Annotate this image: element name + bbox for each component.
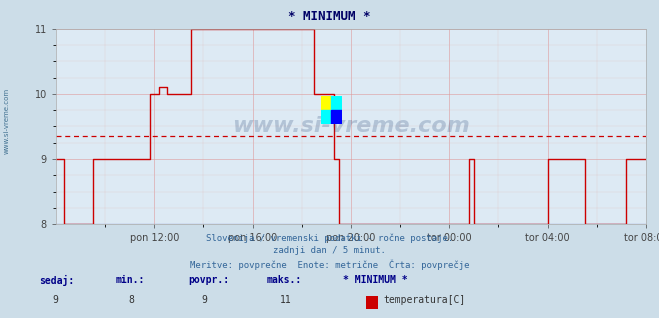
Text: temperatura[C]: temperatura[C] <box>384 295 466 305</box>
Bar <box>331 96 342 110</box>
Text: 9: 9 <box>53 295 59 305</box>
Text: 11: 11 <box>280 295 292 305</box>
Text: www.si-vreme.com: www.si-vreme.com <box>232 116 470 136</box>
Text: Meritve: povprečne  Enote: metrične  Črta: povprečje: Meritve: povprečne Enote: metrične Črta:… <box>190 259 469 270</box>
Text: * MINIMUM *: * MINIMUM * <box>343 275 407 285</box>
Text: 8: 8 <box>129 295 134 305</box>
Text: * MINIMUM *: * MINIMUM * <box>288 10 371 23</box>
Bar <box>331 110 342 124</box>
Bar <box>321 110 331 124</box>
Text: zadnji dan / 5 minut.: zadnji dan / 5 minut. <box>273 246 386 255</box>
Text: sedaj:: sedaj: <box>40 275 74 286</box>
Text: povpr.:: povpr.: <box>188 275 229 285</box>
Bar <box>321 96 331 110</box>
Text: Slovenija / vremenski podatki - ročne postaje.: Slovenija / vremenski podatki - ročne po… <box>206 234 453 243</box>
Text: 9: 9 <box>201 295 207 305</box>
Text: min.:: min.: <box>115 275 145 285</box>
Text: www.si-vreme.com: www.si-vreme.com <box>3 88 9 154</box>
Text: maks.:: maks.: <box>267 275 302 285</box>
